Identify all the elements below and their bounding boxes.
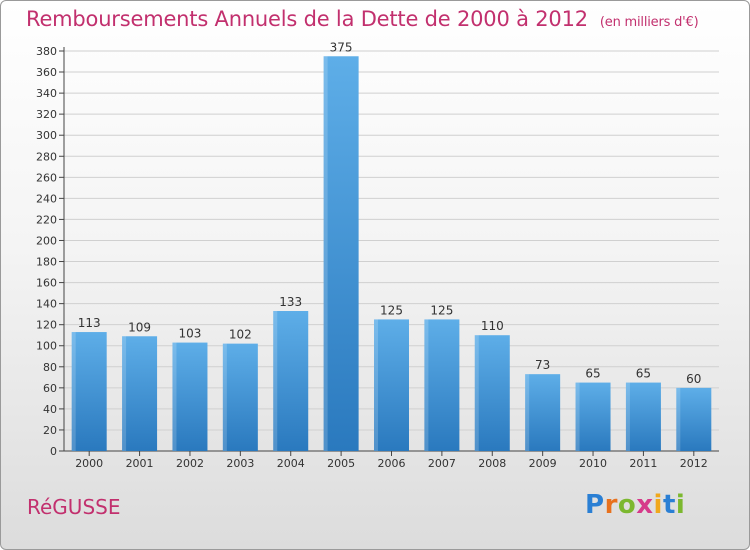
bar-value-label: 113 xyxy=(78,316,101,330)
bar-highlight xyxy=(323,56,328,452)
y-tick-label: 120 xyxy=(36,319,57,332)
bars xyxy=(71,56,712,452)
bar-highlight xyxy=(474,335,479,451)
bar-highlight xyxy=(625,382,630,451)
bar-value-label: 65 xyxy=(585,367,600,381)
proxiti-logo: Proxiti xyxy=(585,490,685,520)
bar-highlight xyxy=(71,332,76,451)
y-tick-label: 40 xyxy=(43,403,57,416)
bar-2004 xyxy=(273,311,309,451)
x-tick-label: 2012 xyxy=(680,457,708,470)
logo-letter: o xyxy=(617,490,637,520)
logo-letter: x xyxy=(636,490,654,520)
bar-highlight xyxy=(676,387,681,451)
bar-value-label: 375 xyxy=(330,40,353,54)
bar-2003 xyxy=(222,343,258,451)
x-tick-label: 2002 xyxy=(176,457,204,470)
bar-value-label: 109 xyxy=(128,320,151,334)
bar-value-label: 103 xyxy=(179,327,202,341)
bar-value-label: 65 xyxy=(636,367,651,381)
bar-value-label: 102 xyxy=(229,328,252,342)
y-tick-label: 360 xyxy=(36,66,57,79)
bar-value-label: 125 xyxy=(430,303,453,317)
bar-highlight xyxy=(273,311,278,451)
bar-2002 xyxy=(172,342,208,451)
bar-2008 xyxy=(474,335,510,451)
logo-letter: t xyxy=(662,490,676,520)
bar-highlight xyxy=(222,343,227,451)
x-tick-label: 2006 xyxy=(378,457,406,470)
bar-value-label: 60 xyxy=(686,372,701,386)
bar-2010 xyxy=(575,382,611,451)
labels: 0 20 40 60 80 100 120 140 160 180 200 220 240 260 280 3… xyxy=(36,40,708,470)
x-tick-label: 2007 xyxy=(428,457,456,470)
y-tick-label: 80 xyxy=(43,361,57,374)
chart-title-text: Remboursements Annuels de la Dette de 20… xyxy=(26,7,588,31)
x-tick-label: 2009 xyxy=(529,457,557,470)
bar-highlight xyxy=(575,382,580,451)
bar-2006 xyxy=(374,319,409,451)
bar-2009 xyxy=(525,374,561,451)
y-tick-label: 0 xyxy=(50,445,57,458)
bar-2012 xyxy=(676,387,712,451)
chart-unit-label: (en milliers d'€) xyxy=(599,15,699,30)
y-tick-label: 60 xyxy=(43,382,57,395)
y-tick-label: 240 xyxy=(36,192,57,205)
logo-letter: r xyxy=(604,490,618,520)
bar-value-label: 110 xyxy=(481,319,504,333)
y-tick-label: 20 xyxy=(43,424,57,437)
y-tick-label: 280 xyxy=(36,150,57,163)
bar-highlight xyxy=(424,319,429,451)
x-tick-label: 2003 xyxy=(226,457,254,470)
y-tick-label: 340 xyxy=(36,87,57,100)
x-tick-label: 2011 xyxy=(629,457,657,470)
commune-name: RéGUSSE xyxy=(27,495,121,519)
bar-2000 xyxy=(71,332,107,451)
bar-highlight xyxy=(122,336,127,451)
x-tick-label: 2004 xyxy=(277,457,305,470)
y-tick-label: 160 xyxy=(36,277,57,290)
bar-2007 xyxy=(424,319,460,451)
y-tick-label: 260 xyxy=(36,171,57,184)
bar-value-label: 73 xyxy=(535,358,550,372)
bar-2011 xyxy=(625,382,661,451)
y-tick-label: 100 xyxy=(36,340,57,353)
x-tick-label: 2005 xyxy=(327,457,355,470)
logo-letter: i xyxy=(653,490,663,520)
bar-2001 xyxy=(122,336,158,451)
x-tick-label: 2000 xyxy=(75,457,103,470)
bar-value-label: 133 xyxy=(279,295,302,309)
bar-highlight xyxy=(525,374,530,451)
y-tick-label: 180 xyxy=(36,256,57,269)
x-tick-label: 2008 xyxy=(478,457,506,470)
y-tick-label: 320 xyxy=(36,108,57,121)
y-tick-label: 380 xyxy=(36,45,57,58)
x-tick-label: 2001 xyxy=(126,457,154,470)
y-tick-label: 200 xyxy=(36,234,57,247)
chart-title: Remboursements Annuels de la Dette de 20… xyxy=(26,7,699,31)
bar-2005 xyxy=(323,56,359,452)
y-tick-label: 300 xyxy=(36,129,57,142)
bar-highlight xyxy=(172,342,177,451)
logo-letter: i xyxy=(675,490,686,520)
y-tick-label: 220 xyxy=(36,213,57,226)
logo-letter: P xyxy=(585,490,605,520)
y-tick-label: 140 xyxy=(36,298,57,311)
bar-value-label: 125 xyxy=(380,303,403,317)
x-tick-label: 2010 xyxy=(579,457,607,470)
bar-highlight xyxy=(374,319,378,451)
